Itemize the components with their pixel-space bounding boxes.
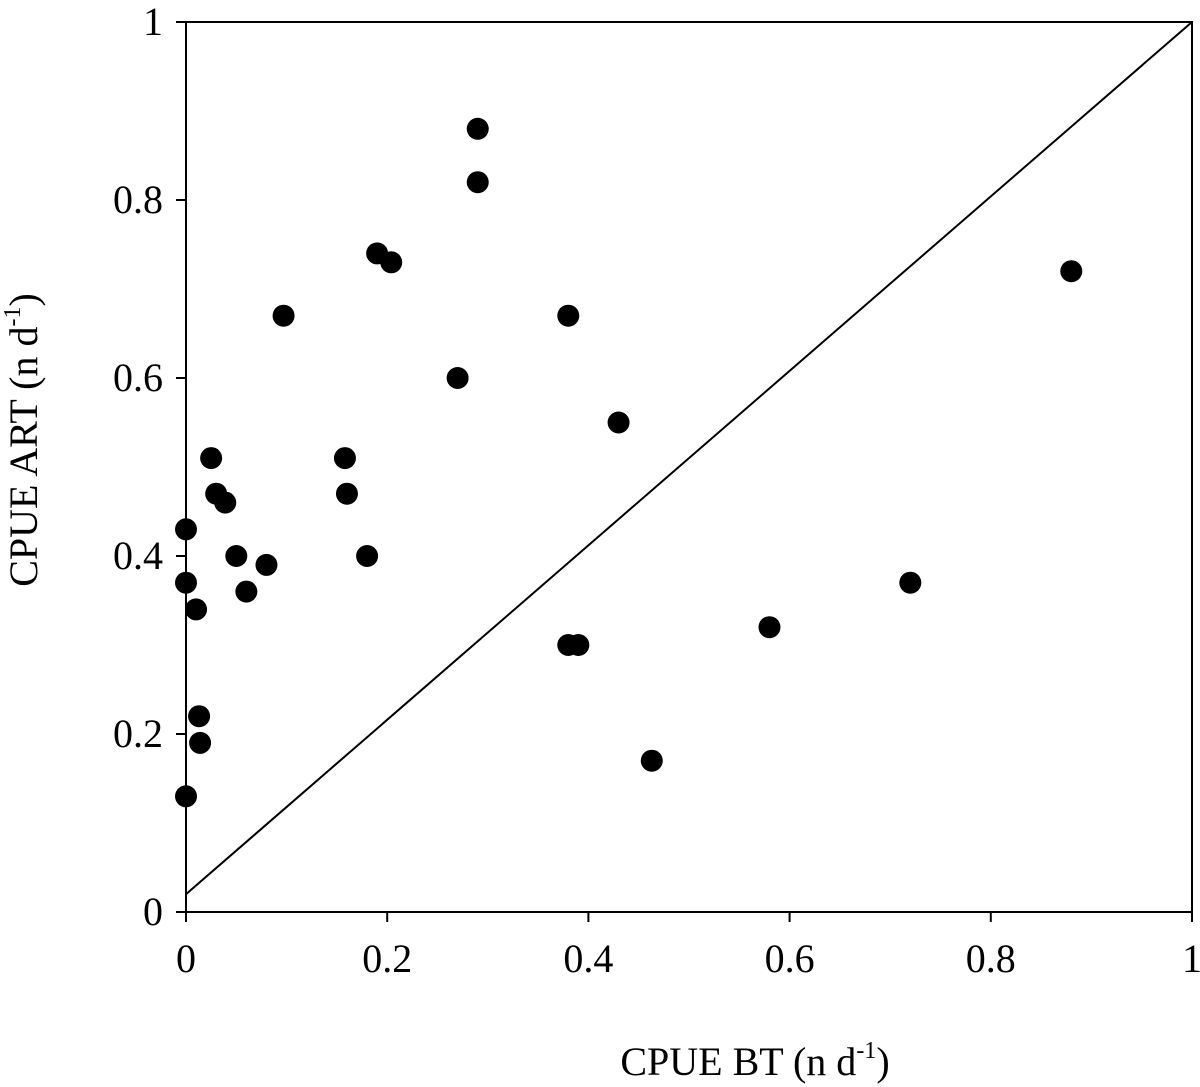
reference-line-layer <box>185 21 1193 895</box>
data-point <box>200 447 223 470</box>
data-point <box>255 553 278 576</box>
data-point <box>335 482 358 505</box>
data-point <box>899 571 922 594</box>
data-point <box>235 580 258 603</box>
data-point <box>225 545 248 567</box>
data-point <box>446 367 469 389</box>
reference-line <box>185 21 1193 895</box>
plot-frame <box>185 21 1193 913</box>
y-tick-label: 0.8 <box>113 177 163 222</box>
y-tick-label: 0.6 <box>113 355 163 400</box>
data-point <box>185 598 208 621</box>
data-point <box>557 304 580 327</box>
y-tick-label: 0.4 <box>113 533 163 578</box>
x-tick-label: 0.4 <box>563 936 613 981</box>
axes <box>176 21 1193 922</box>
data-points <box>175 117 1083 808</box>
y-tick-label: 0 <box>143 889 163 934</box>
x-tick-label: 0 <box>176 936 196 981</box>
data-point <box>758 616 781 639</box>
data-point <box>214 491 237 514</box>
data-point <box>567 634 590 656</box>
y-tick-label: 1 <box>143 0 163 44</box>
data-point <box>356 545 379 567</box>
x-tick-label: 1 <box>1182 936 1200 981</box>
data-point <box>272 304 295 327</box>
y-tick-label: 0.2 <box>113 711 163 756</box>
data-point <box>189 731 212 754</box>
data-point <box>466 171 489 194</box>
data-point <box>380 251 403 274</box>
x-tick-label: 0.6 <box>765 936 815 981</box>
data-point <box>607 411 630 434</box>
y-axis-title: CPUE ART (n d-1) <box>0 293 46 587</box>
data-point <box>333 447 356 470</box>
x-tick-label: 0.2 <box>362 936 412 981</box>
data-point <box>640 749 663 772</box>
tick-labels: 0 0.2 0.4 0.6 0.8 1 0 0.2 0.4 0.6 0.8 1 <box>113 0 1200 981</box>
data-point <box>466 117 489 140</box>
data-point <box>1060 260 1083 283</box>
x-axis-title: CPUE BT (n d-1) <box>620 1038 889 1084</box>
data-point <box>188 705 211 728</box>
x-tick-label: 0.8 <box>966 936 1016 981</box>
